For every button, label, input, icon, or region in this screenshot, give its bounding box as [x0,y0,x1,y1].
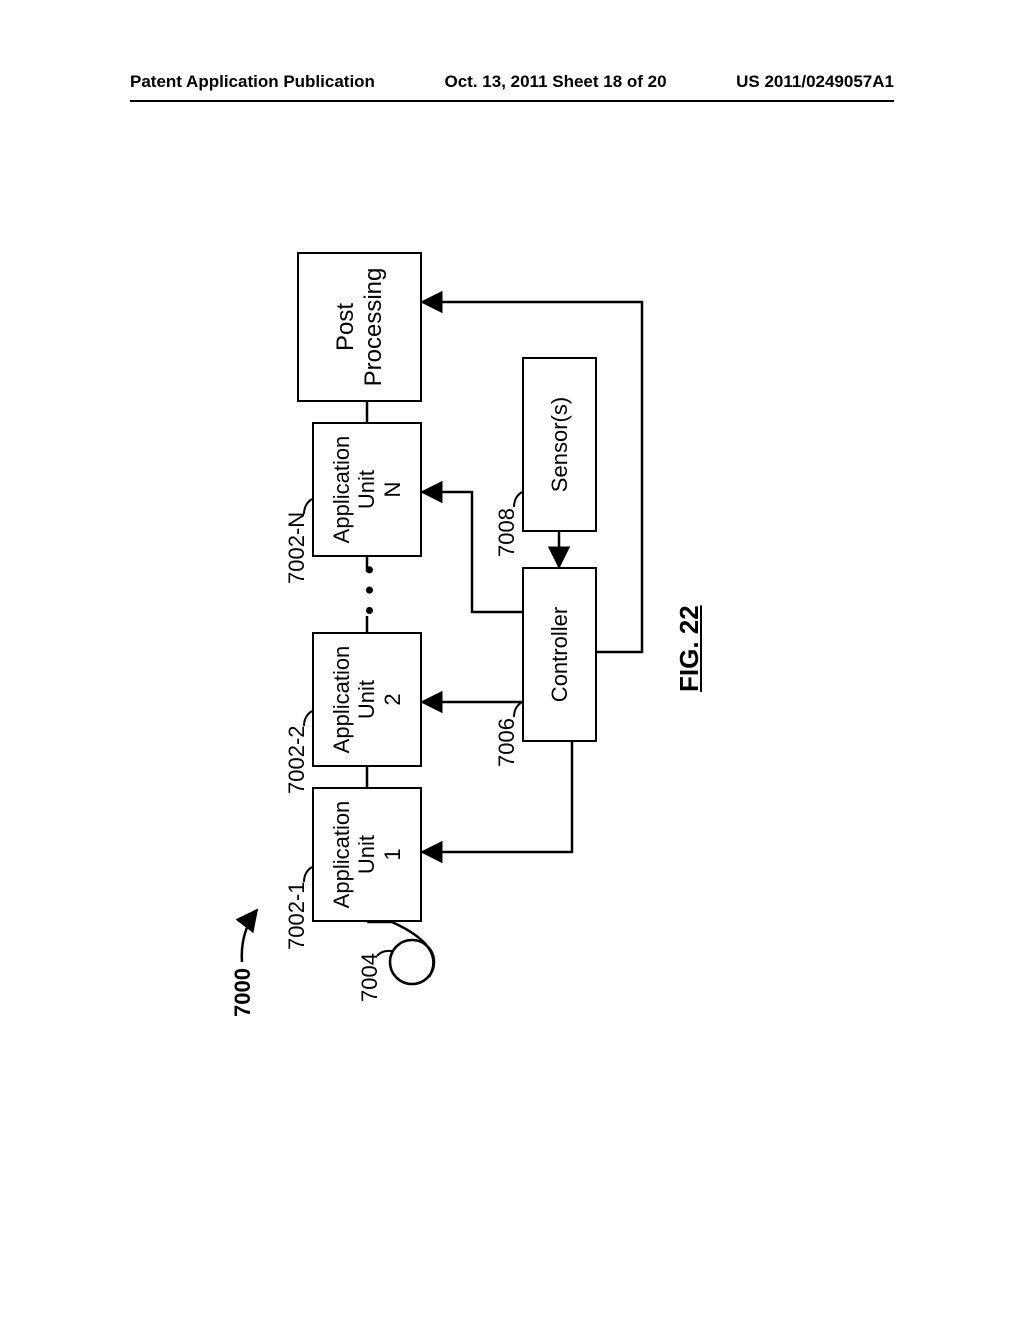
lead-ctrl [514,702,522,717]
lead-sens [514,492,522,507]
header-right: US 2011/0249057A1 [736,72,894,92]
header-rule [130,100,894,102]
arrow-ctrl-app1 [422,742,572,852]
lead-reel [377,951,392,956]
arrow-ctrl-post [422,302,642,652]
reel-icon [367,922,434,984]
lead-appN [304,499,312,514]
lead-app2 [304,711,312,726]
diagram: Application Unit 1 Application Unit 2 Ap… [0,148,1024,1172]
header-left: Patent Application Publication [130,72,375,92]
header-center: Oct. 13, 2011 Sheet 18 of 20 [445,72,667,92]
lead-system-ref [242,910,257,962]
lead-app1 [304,867,312,882]
arrow-ctrl-appN [422,492,522,612]
connectors-svg [0,148,1024,1172]
